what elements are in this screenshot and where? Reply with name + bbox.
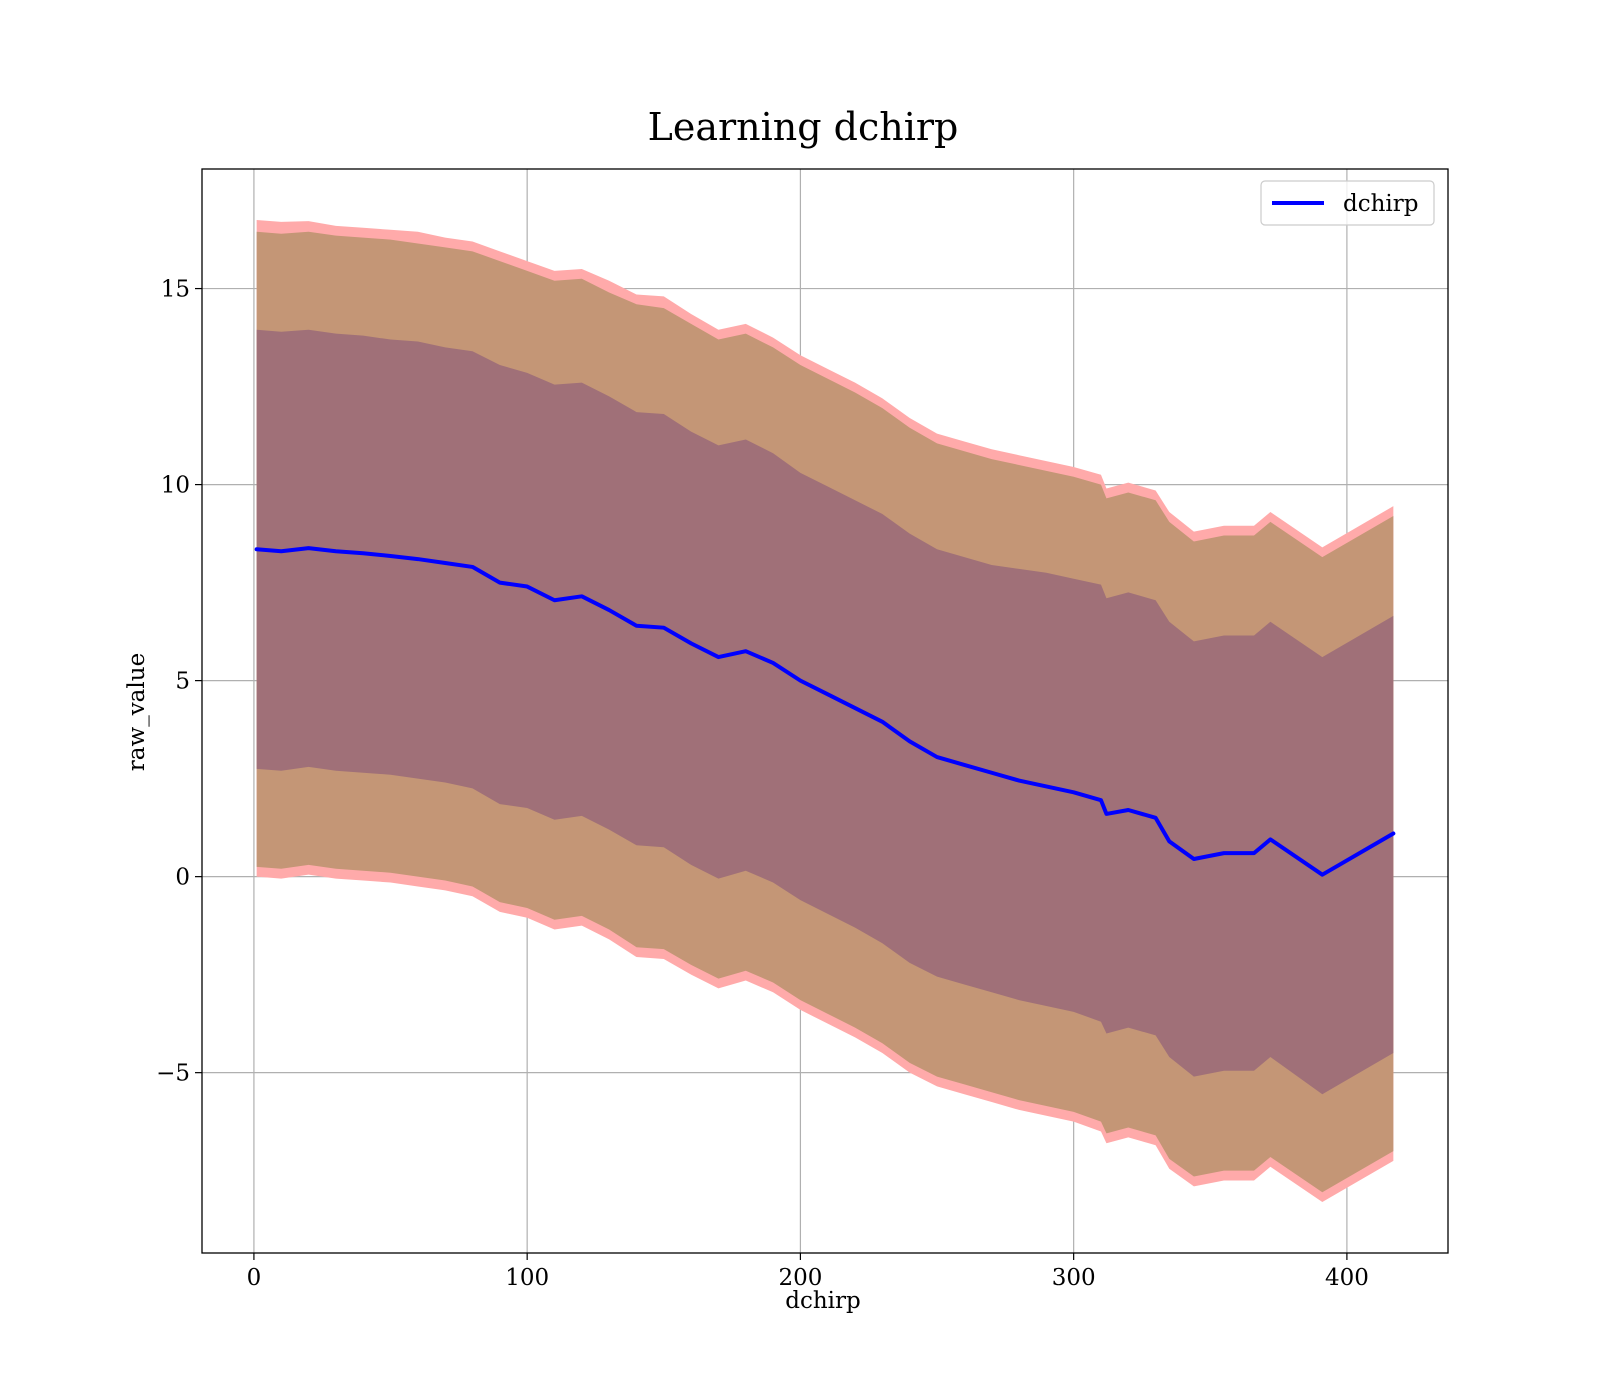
plot-area: 0 100 200 300 400 15 10 5 0 −5 bbox=[156, 168, 1449, 1291]
legend: dchirp bbox=[1260, 180, 1435, 226]
x-tick-label-1: 100 bbox=[505, 1265, 549, 1291]
y-tick-label-3: 0 bbox=[175, 865, 190, 891]
series-line-dchirp bbox=[254, 546, 1396, 877]
x-axis-label: dchirp bbox=[785, 1288, 861, 1314]
legend-entry-dchirp: dchirp bbox=[1343, 191, 1419, 217]
y-tick-label-4: −5 bbox=[156, 1061, 190, 1087]
band-inner bbox=[256, 329, 1394, 1095]
y-axis-label: raw_value bbox=[124, 653, 150, 771]
chart-title: Learning dchirp bbox=[648, 105, 959, 149]
y-tick-label-0: 15 bbox=[161, 277, 190, 303]
y-tick-label-2: 5 bbox=[175, 669, 190, 695]
y-tick-label-1: 10 bbox=[161, 473, 190, 499]
legend-frame bbox=[1260, 180, 1435, 226]
x-tick-label-2: 200 bbox=[778, 1265, 822, 1291]
axes-frame bbox=[201, 168, 1449, 1254]
x-tick-label-4: 400 bbox=[1325, 1265, 1369, 1291]
x-tick-label-3: 300 bbox=[1052, 1265, 1096, 1291]
x-tick-label-0: 0 bbox=[247, 1265, 262, 1291]
